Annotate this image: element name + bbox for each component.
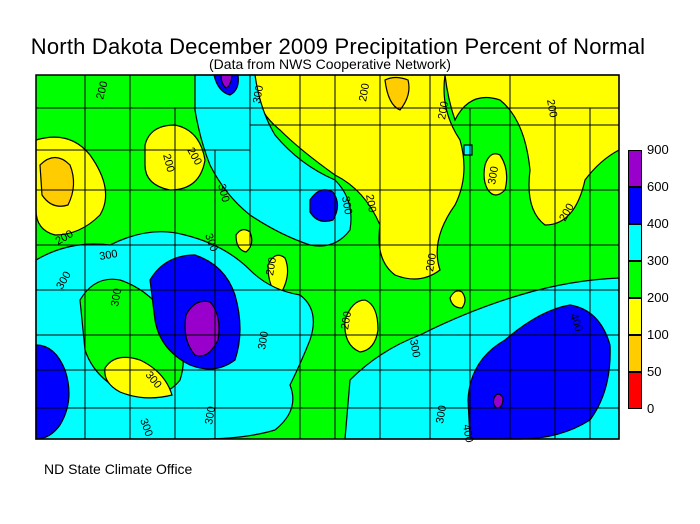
legend-label: 600 [647,179,669,194]
contour-label: 200 [424,252,439,272]
yellow-region-small-1 [449,290,466,309]
legend-swatch [628,298,642,335]
contour-label: 300 [109,287,124,307]
contour-label: 300 [339,195,354,215]
contour-label: 200 [363,193,378,213]
legend-swatch [628,335,642,372]
state-border [35,74,620,440]
contour-label: 400 [567,312,585,333]
contour-label: 200 [94,80,110,101]
contour-label: 300 [486,165,501,185]
legend-swatch [628,261,642,298]
yellow-region-central [344,299,379,353]
contour-label: 300 [202,232,220,253]
color-legend [628,150,642,410]
contour-label: 200 [357,82,372,102]
contour-label: 200 [544,98,559,118]
contour-label: 300 [251,84,266,104]
legend-label: 900 [647,142,669,157]
legend-label: 0 [647,401,655,416]
orange-region-west [39,156,75,207]
purple-region-central-west [184,300,220,357]
orange-region-north [384,76,410,111]
contour-label: 200 [339,310,354,330]
legend-label: 50 [647,364,662,379]
yellow-region-small-2 [235,229,253,253]
legend-swatch [628,187,642,224]
blue-region-southeast [467,304,611,440]
contour-label: 300 [98,248,118,263]
credit-text: ND State Climate Office [44,461,193,477]
legend-swatch [628,224,642,261]
contour-label: 200 [160,153,176,174]
legend-label: 400 [647,216,669,231]
county-boundaries [36,75,619,439]
contour-label: 300 [137,417,155,438]
contour-label: 400 [460,423,475,443]
contour-label: 300 [256,330,271,350]
blue-region-north-small [309,189,339,222]
yellow-region-northeast [249,74,465,280]
legend-label: 100 [647,327,669,342]
legend-label: 200 [647,290,669,305]
map-title: North Dakota December 2009 Precipitation… [30,34,646,59]
contour-label: 300 [215,183,231,204]
contour-label: 300 [434,404,449,424]
contour-label: 200 [264,256,279,276]
contour-label: 300 [407,338,422,358]
cyan-region-small-ne [463,144,473,156]
purple-region-north-top [220,74,233,89]
contour-label: 200 [436,100,451,120]
blue-region-southwest [35,344,70,440]
yellow-region-south-inner [104,356,173,399]
contour-label: 300 [203,405,218,425]
purple-region-southeast [492,393,504,409]
legend-label: 300 [647,253,669,268]
map-subtitle: (Data from NWS Cooperative Network) [209,56,451,72]
legend-swatch [628,150,642,187]
yellow-region-far-east [444,74,620,226]
legend-swatch [628,372,642,409]
